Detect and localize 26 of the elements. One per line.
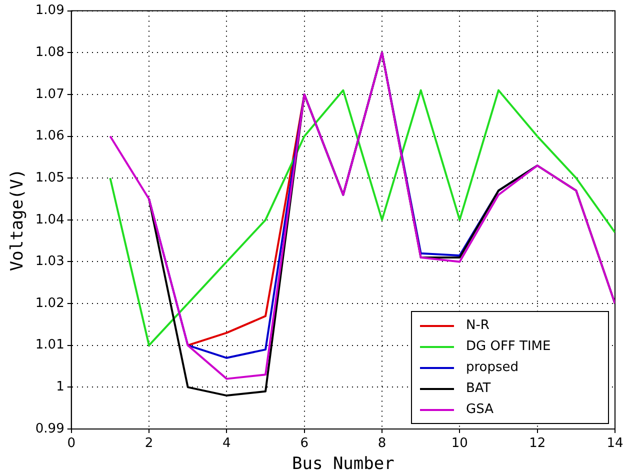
y-tick-label: 1.07 (35, 86, 64, 102)
legend-label: DG OFF TIME (466, 339, 551, 354)
y-tick-label: 1.03 (35, 254, 64, 270)
y-tick-label: 1.09 (35, 3, 64, 18)
y-tick-label: 0.99 (35, 421, 64, 436)
x-tick-label: 2 (144, 436, 154, 452)
x-tick-label: 14 (606, 436, 624, 452)
x-tick-label: 4 (222, 436, 231, 452)
y-tick-label: 1.01 (35, 338, 64, 353)
x-tick-label: 6 (300, 436, 308, 452)
legend-label: GSA (466, 402, 494, 417)
legend-label: BAT (466, 381, 491, 396)
x-tick-label: 10 (451, 436, 468, 452)
legend-label: N-R (466, 318, 490, 333)
x-axis-title: Bus Number (292, 454, 394, 474)
x-tick-label: 0 (67, 436, 76, 452)
y-tick-label: 1.06 (35, 128, 64, 144)
x-tick-label: 12 (529, 436, 546, 452)
x-tick-label: 8 (378, 436, 386, 452)
y-tick-label: 1.04 (35, 212, 64, 228)
y-axis-title: Voltage(V) (8, 168, 28, 272)
y-tick-label: 1.08 (35, 44, 64, 60)
legend-label: propsed (466, 360, 519, 375)
y-tick-label: 1 (56, 380, 64, 395)
y-tick-label: 1.05 (35, 170, 64, 186)
y-tick-label: 1.02 (35, 296, 64, 311)
